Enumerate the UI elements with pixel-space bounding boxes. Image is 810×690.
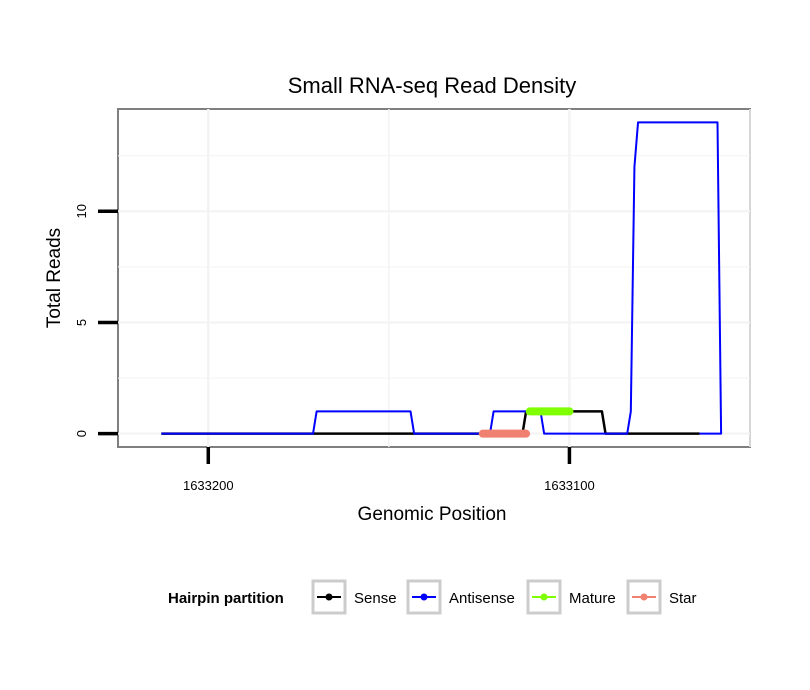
legend: Hairpin partition Sense Antisense Mature St… xyxy=(168,579,697,615)
y-axis-title: Total Reads xyxy=(44,228,65,328)
legend-key-point xyxy=(540,593,548,601)
chart-title: Small RNA-seq Read Density xyxy=(288,73,577,98)
series-layer xyxy=(161,121,723,438)
plot-panel xyxy=(117,108,751,448)
legend-key-point xyxy=(325,593,333,601)
legend-label: Mature xyxy=(569,590,616,607)
legend-label: Sense xyxy=(354,590,397,607)
legend-key-point xyxy=(640,593,648,601)
legend-label: Star xyxy=(669,590,697,607)
legend-key-point xyxy=(420,593,428,601)
x-axis-title: Genomic Position xyxy=(358,504,507,525)
legend-label: Antisense xyxy=(449,590,515,607)
y-tick-label: 5 xyxy=(74,319,89,326)
y-axis: 0 5 10 xyxy=(74,204,118,437)
x-axis: 1633200 1633100 xyxy=(183,447,595,493)
y-tick-label: 10 xyxy=(74,204,89,218)
series-line-antisense xyxy=(161,121,723,435)
x-tick-label: 1633200 xyxy=(183,478,234,493)
x-tick-label: 1633100 xyxy=(544,478,595,493)
y-tick-label: 0 xyxy=(74,430,89,437)
legend-title: Hairpin partition xyxy=(168,590,284,607)
